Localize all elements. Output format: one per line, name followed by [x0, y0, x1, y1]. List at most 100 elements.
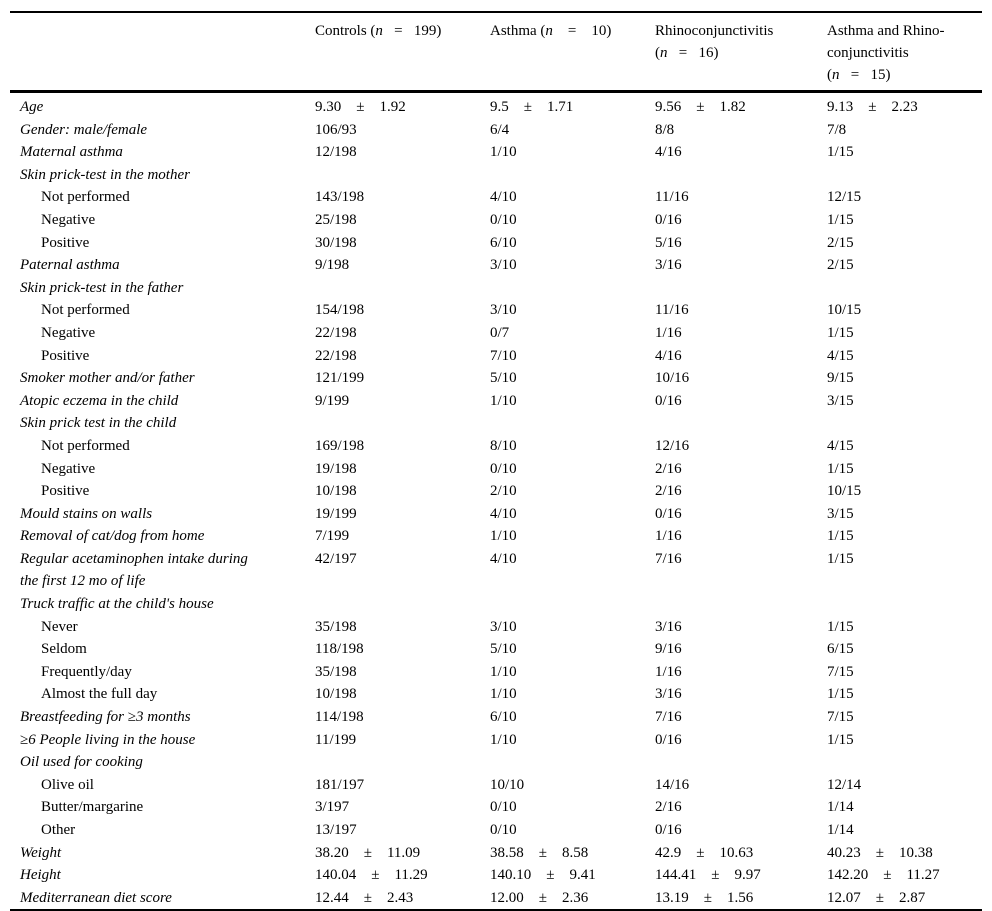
row-label: Maternal asthma	[20, 144, 123, 161]
data-cell: 7/16	[655, 709, 682, 726]
row-label: ≥6 People living in the house	[20, 731, 196, 748]
table-row-positive: Positive 30/198 6/10 5/16 2/15	[10, 232, 982, 255]
plus-minus-symbol: ±	[868, 99, 877, 115]
data-cell: 106/93	[315, 121, 357, 138]
table-wrapper: Controls (n = 199) Asthma (n = 10) Rhinoco…	[10, 11, 982, 911]
column-header-rhinoconjunctivitis: Rhinoconjunctivitis (n = 16)	[655, 11, 827, 93]
table-row-mould-stains-on-walls: Mould stains on walls 19/199 4/10 0/16 3/15	[10, 503, 982, 526]
data-cell: 12.00 ±2.36	[490, 886, 655, 911]
data-cell	[655, 164, 827, 187]
data-cell: 12/15	[827, 189, 862, 206]
row-label: Never	[41, 618, 78, 635]
data-cell: 6/15	[827, 641, 854, 658]
data-cell: 181/197	[315, 776, 365, 793]
mean-value: 13.19	[655, 889, 689, 906]
sd-value: 10.63	[719, 844, 754, 861]
data-cell: 6/10	[490, 234, 517, 251]
data-cell: 154/198	[315, 302, 365, 319]
table-row-6-people-living-in-the-house: ≥6 People living in the house 11/199 1/10 0…	[10, 729, 982, 752]
data-cell: 9.56 ±1.82	[655, 92, 827, 119]
data-cell: 30/198	[315, 234, 357, 251]
row-label: Age	[20, 99, 44, 115]
table-header: Controls (n = 199) Asthma (n = 10) Rhinoco…	[10, 11, 982, 93]
data-cell: 7/15	[827, 663, 854, 680]
data-cell: 1/16	[655, 528, 682, 545]
data-cell: 1/15	[827, 528, 854, 545]
data-cell: 11/16	[655, 189, 689, 206]
data-cell: 42/197	[315, 550, 357, 567]
data-cell: 169/198	[315, 437, 365, 454]
data-cell: 0/16	[655, 505, 682, 522]
data-cell: 22/198	[315, 324, 357, 341]
data-cell: 2/15	[827, 257, 854, 274]
sd-value: 11.09	[386, 844, 421, 861]
mean-value: 12.44	[315, 889, 349, 906]
data-cell: 7/8	[827, 121, 847, 138]
data-cell: 10/10	[490, 776, 525, 793]
data-cell: 7/16	[655, 550, 682, 567]
data-cell: 12/14	[827, 776, 862, 793]
row-label: Gender: male/female	[20, 121, 148, 138]
table-row-maternal-asthma: Maternal asthma 12/198 1/10 4/16 1/15	[10, 141, 982, 164]
table-row-weight: Weight 38.20 ±11.09 38.58 ±8.58 42.9 ±10.63 40.…	[10, 842, 982, 865]
data-cell: 35/198	[315, 663, 357, 680]
table-row-butter-margarine: Butter/margarine 3/197 0/10 2/16 1/14	[10, 796, 982, 819]
data-cell: 4/16	[655, 347, 682, 364]
data-cell	[315, 277, 490, 300]
mean-value: 142.20	[827, 867, 869, 884]
characteristics-table: Controls (n = 199) Asthma (n = 10) Rhinoco…	[10, 11, 982, 911]
sd-value: 9.97	[734, 867, 761, 884]
data-cell	[827, 412, 982, 435]
table-row-seldom: Seldom 118/198 5/10 9/16 6/15	[10, 638, 982, 661]
data-cell: 40.23 ±10.38	[827, 842, 982, 865]
plus-minus-symbol: ±	[356, 99, 365, 115]
data-cell: 4/15	[827, 437, 854, 454]
data-cell: 11/16	[655, 302, 689, 319]
table-row-not-performed: Not performed 143/198 4/10 11/16 12/15	[10, 186, 982, 209]
plus-minus-symbol: ±	[875, 844, 884, 861]
sd-value: 1.82	[719, 99, 746, 115]
table-row-negative: Negative 22/198 0/7 1/16 1/15	[10, 322, 982, 345]
data-cell: 2/10	[490, 483, 517, 500]
plus-minus-symbol: ±	[711, 867, 720, 884]
data-cell: 5/16	[655, 234, 682, 251]
data-cell: 1/10	[490, 144, 517, 161]
data-cell: 2/16	[655, 799, 682, 816]
table-body: Age 9.30 ±1.92 9.5 ±1.71 9.56 ±1.82 9.13 ±2.23 Ge…	[10, 92, 982, 911]
data-cell: 19/198	[315, 460, 357, 477]
data-cell: 38.20 ±11.09	[315, 842, 490, 865]
data-cell: 121/199	[315, 370, 365, 387]
data-cell: 25/198	[315, 211, 357, 228]
data-cell: 22/198	[315, 347, 357, 364]
sd-value: 8.58	[561, 844, 589, 861]
mean-value: 140.10	[490, 867, 532, 884]
data-cell	[315, 751, 490, 774]
table-row-frequently-day: Frequently/day 35/198 1/10 1/16 7/15	[10, 661, 982, 684]
data-cell: 1/15	[827, 686, 854, 703]
data-cell: 7/15	[827, 709, 854, 726]
plus-minus-symbol: ±	[883, 867, 892, 884]
data-cell: 35/198	[315, 618, 357, 635]
table-row-removal-of-cat-dog-from-home: Removal of cat/dog from home 7/199 1/10 1/1…	[10, 525, 982, 548]
data-cell	[655, 277, 827, 300]
data-cell: 4/10	[490, 505, 517, 522]
column-header-line: (n = 16)	[655, 45, 719, 61]
data-cell: 9.5 ±1.71	[490, 92, 655, 119]
data-cell: 140.10 ±9.41	[490, 864, 655, 887]
data-cell: 10/15	[827, 483, 862, 500]
mean-value: 12.07	[827, 889, 861, 906]
data-cell: 12/198	[315, 144, 357, 161]
data-cell: 0/7	[490, 324, 510, 341]
data-cell	[827, 164, 982, 187]
plus-minus-symbol: ±	[696, 844, 705, 861]
sd-value: 1.56	[726, 889, 754, 906]
row-label: Skin prick-test in the mother	[20, 166, 190, 183]
data-cell	[827, 593, 982, 616]
mean-value: 140.04	[315, 867, 357, 884]
data-cell: 13/197	[315, 822, 357, 838]
mean-value: 38.20	[315, 844, 349, 861]
row-label: Not performed	[41, 189, 130, 206]
data-cell: 2/16	[655, 483, 682, 500]
plus-minus-symbol: ±	[696, 99, 705, 115]
row-label: Positive	[41, 347, 90, 364]
